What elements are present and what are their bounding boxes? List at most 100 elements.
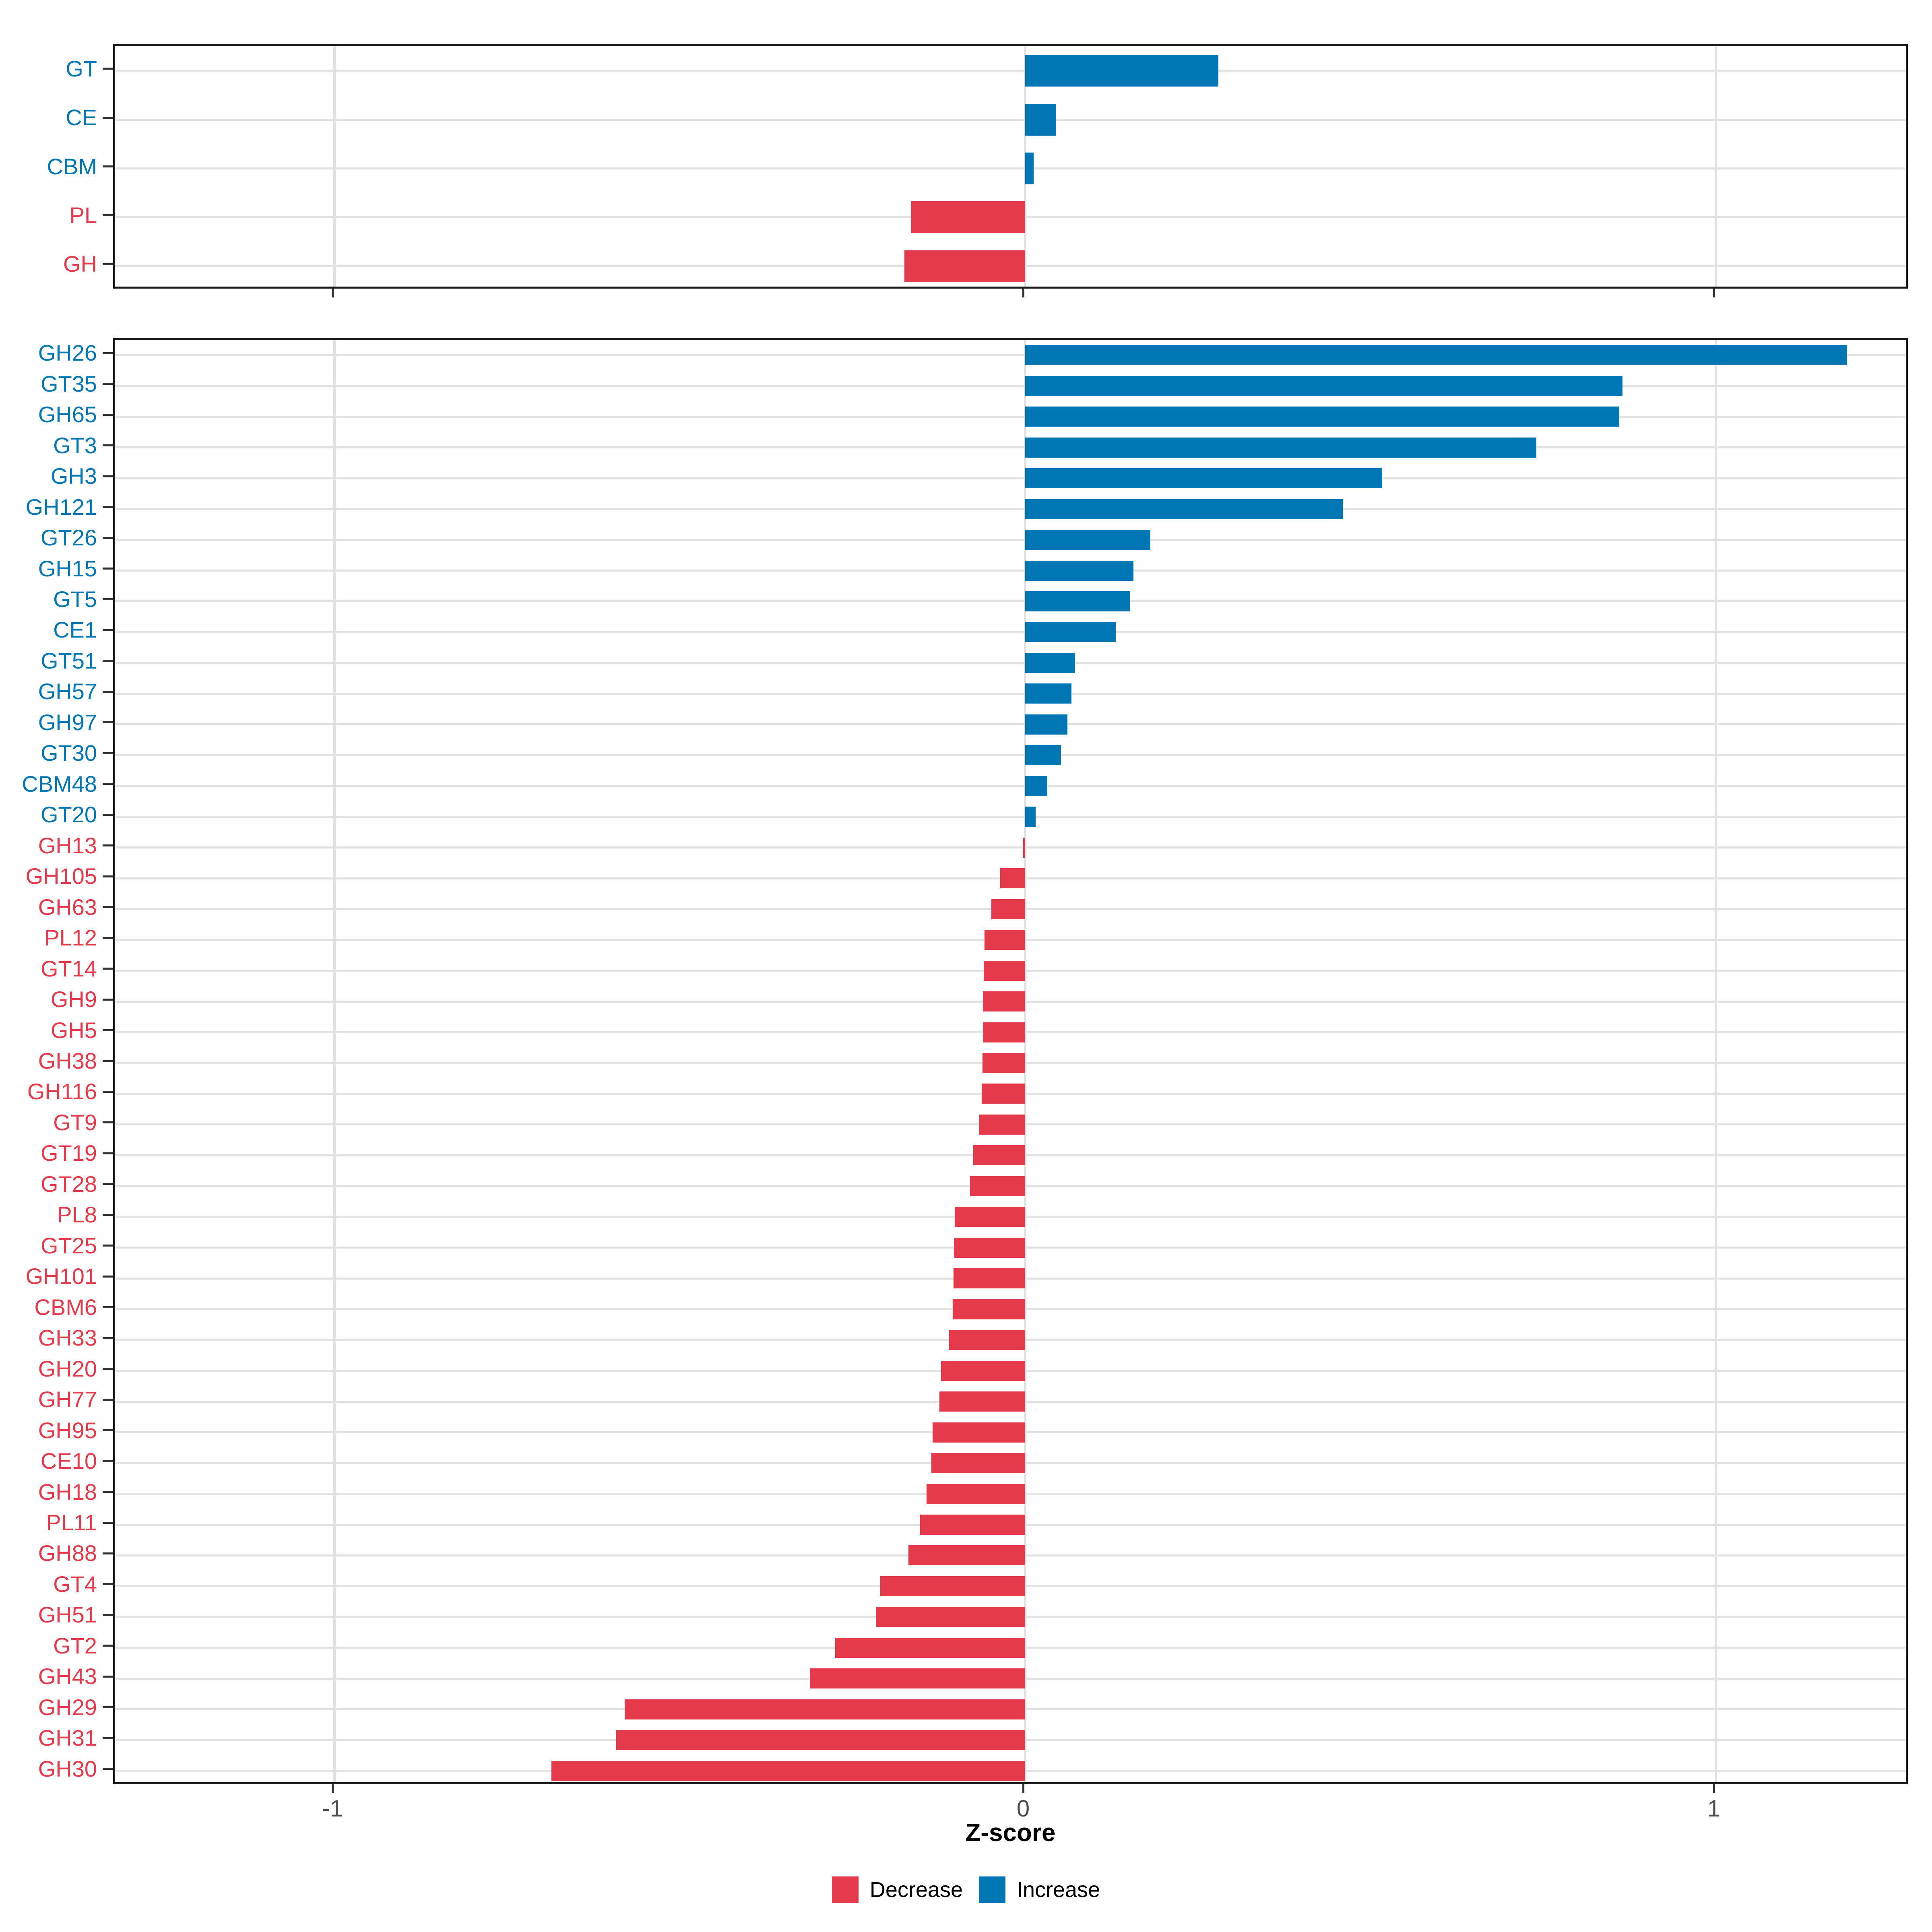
bar-gh101 [953,1268,1025,1289]
y-grid-line [115,785,1906,787]
y-axis-label-ce10: CE10 [40,1448,97,1474]
bar-gh33 [949,1330,1025,1350]
y-grid-line [115,508,1906,510]
bar-gh30 [551,1761,1025,1781]
y-axis-label-gh3: GH3 [50,463,97,489]
y-tick [103,875,113,877]
y-tick [103,68,113,70]
y-axis-label-gh9: GH9 [50,987,97,1012]
bar-gh3 [1025,468,1383,489]
y-axis-label-cbm: CBM [47,153,97,179]
y-tick [103,968,113,970]
y-tick [103,413,113,416]
x-grid-line [1715,340,1717,1782]
y-tick [103,660,113,662]
bar-gh43 [809,1668,1025,1689]
y-axis-label-gh26: GH26 [38,340,97,366]
y-axis-label-pl11: PL11 [46,1510,97,1536]
y-tick [103,1706,113,1709]
bar-gt5 [1025,591,1130,611]
bar-gh15 [1025,560,1134,581]
bar-gt26 [1025,530,1150,550]
y-tick [103,1491,113,1493]
y-grid-line [115,600,1906,603]
bar-gh105 [1000,868,1025,889]
x-tick [331,289,334,297]
y-axis-label-gh18: GH18 [38,1479,97,1505]
y-tick [103,383,113,385]
y-axis-label-gh31: GH31 [38,1725,97,1751]
legend-swatch-decrease [832,1876,859,1903]
x-tick [1713,1784,1715,1793]
y-tick [103,1429,113,1432]
bar-gh63 [991,899,1025,919]
x-tick [1022,1784,1024,1793]
y-tick [103,1398,113,1401]
y-tick [103,1121,113,1124]
y-tick [103,1214,113,1216]
bar-ce10 [931,1453,1025,1474]
y-axis-label-gh63: GH63 [38,894,97,920]
cazyme-class-panel [113,44,1908,289]
y-tick [103,844,113,847]
bar-gh9 [983,991,1025,1012]
y-grid-line [115,815,1906,818]
y-axis-label-gh105: GH105 [25,863,97,889]
y-axis-label-gh116: GH116 [27,1079,97,1104]
y-tick [103,1060,113,1062]
y-axis-label-gh88: GH88 [38,1540,97,1566]
legend-label-increase: Increase [1016,1878,1100,1902]
y-axis-label-gh33: GH33 [38,1325,97,1351]
x-grid-line [333,46,336,287]
y-axis-label-gt28: GT28 [40,1171,97,1197]
legend-item-decrease: Decrease [832,1876,963,1903]
y-axis-label-gt35: GT35 [40,371,97,396]
y-tick [103,1521,113,1524]
y-axis-label-gh95: GH95 [38,1417,97,1443]
x-grid-line [1715,46,1717,287]
legend-label-decrease: Decrease [869,1878,963,1902]
bar-gh57 [1025,683,1071,704]
bar-gh77 [939,1391,1025,1412]
bar-gt14 [984,960,1025,981]
bar-gt3 [1025,437,1536,458]
y-axis-label-gt30: GT30 [40,740,97,766]
y-tick [103,1090,113,1093]
x-tick [1022,289,1024,297]
bar-gh [904,250,1025,282]
y-tick [103,1614,113,1616]
y-tick [103,937,113,939]
y-axis-label-gh29: GH29 [38,1694,97,1720]
y-tick [103,475,113,477]
y-tick [103,721,113,724]
legend-swatch-increase [978,1876,1005,1903]
y-axis-label-gh13: GH13 [38,832,97,858]
bar-gt30 [1025,745,1061,766]
y-tick [103,1368,113,1370]
y-axis-label-gt9: GT9 [53,1109,97,1135]
y-axis-label-gt5: GT5 [53,586,97,612]
bar-gh13 [1023,837,1025,858]
y-axis-label-gh: GH [63,251,97,277]
bar-gh88 [908,1545,1025,1566]
bar-pl8 [954,1207,1025,1227]
bar-gt35 [1025,376,1623,396]
y-axis-label-gh97: GH97 [38,709,97,735]
bar-gh95 [933,1422,1025,1443]
y-grid-line [115,539,1906,541]
bar-pl12 [984,930,1025,950]
bar-gt2 [835,1637,1025,1658]
bar-gh5 [983,1022,1025,1042]
x-tick [1713,289,1715,297]
y-axis-label-gh15: GH15 [38,555,97,581]
bar-gt28 [970,1176,1025,1196]
y-tick [103,998,113,1001]
y-grid-line [115,446,1906,449]
y-axis-label-gh38: GH38 [38,1048,97,1073]
x-grid-line [1024,340,1026,1782]
y-tick [103,813,113,816]
cazyme-family-panel [113,338,1908,1784]
legend-item-increase: Increase [978,1876,1100,1903]
y-grid-line [115,354,1906,356]
